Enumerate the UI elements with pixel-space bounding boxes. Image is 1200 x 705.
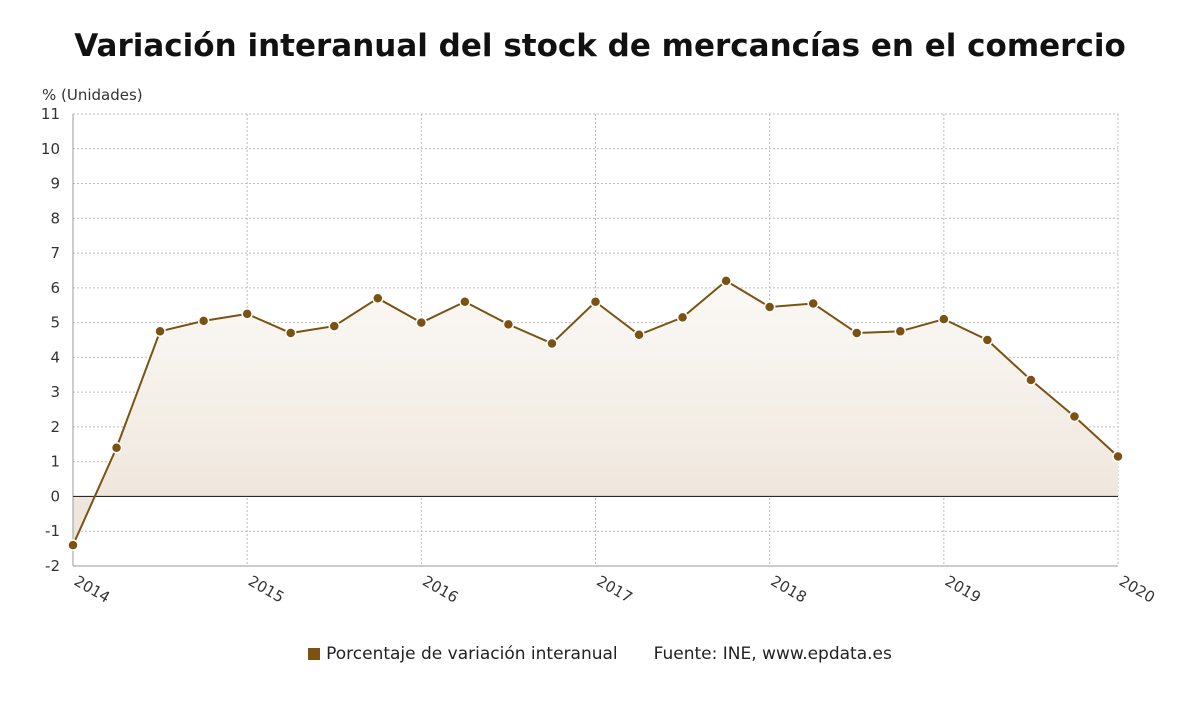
y-tick-label: 11 — [41, 105, 60, 123]
x-tick-label: 2019 — [942, 572, 984, 607]
y-tick-label: 3 — [50, 383, 60, 401]
data-point — [720, 275, 732, 287]
data-point — [284, 327, 297, 339]
data-point — [1112, 450, 1124, 463]
x-tick-label: 2020 — [1116, 572, 1158, 607]
axes-group — [72, 114, 1118, 567]
y-tick-label: 1 — [50, 453, 60, 471]
data-point — [851, 327, 863, 339]
y-tick-label: 7 — [50, 244, 60, 262]
data-point — [1068, 410, 1081, 423]
data-point — [676, 311, 689, 324]
data-point — [763, 301, 776, 313]
y-tick-label: 8 — [50, 209, 60, 227]
y-tick-label: 9 — [50, 175, 60, 193]
data-point — [502, 318, 515, 331]
x-tick-label: 2018 — [768, 572, 810, 607]
x-tick-label: 2016 — [419, 572, 461, 607]
y-tick-label: 5 — [50, 314, 60, 332]
y-tick-label: 4 — [50, 348, 60, 366]
data-point — [197, 315, 210, 327]
chart-title: Variación interanual del stock de mercan… — [74, 28, 1126, 64]
legend-swatch-icon — [308, 648, 321, 660]
series-area-group — [73, 280, 1118, 546]
y-tick-label: 0 — [50, 487, 60, 505]
data-point — [154, 325, 166, 338]
data-point — [372, 292, 384, 305]
data-point — [981, 334, 994, 346]
data-point — [1025, 374, 1037, 386]
x-tick-label: 2014 — [71, 572, 113, 607]
data-point — [110, 442, 123, 454]
source-credit: Fuente: INE, www.epdata.es — [653, 644, 892, 664]
legend: Porcentaje de variación interanual Fuent… — [0, 644, 1200, 664]
data-point — [546, 337, 558, 350]
y-tick-label: 2 — [50, 418, 60, 436]
legend-series-label: Porcentaje de variación interanual — [326, 644, 618, 664]
data-point — [807, 297, 819, 310]
data-points-group — [67, 275, 1124, 551]
y-tick-label: 6 — [50, 279, 60, 297]
data-point — [589, 296, 602, 308]
data-point — [633, 329, 645, 341]
y-tick-label: -1 — [45, 522, 60, 540]
x-tick-label: 2015 — [245, 572, 287, 607]
data-point — [328, 320, 340, 332]
data-point — [938, 313, 950, 325]
data-point — [241, 308, 253, 320]
data-point — [459, 296, 471, 308]
data-point — [894, 325, 907, 338]
data-point — [415, 316, 428, 329]
y-tick-label: -2 — [45, 557, 60, 575]
x-tick-label: 2017 — [594, 572, 636, 607]
data-point — [67, 539, 79, 551]
y-axis-title: % (Unidades) — [42, 86, 143, 104]
series-area — [73, 280, 1118, 546]
y-tick-label: 10 — [41, 140, 60, 158]
